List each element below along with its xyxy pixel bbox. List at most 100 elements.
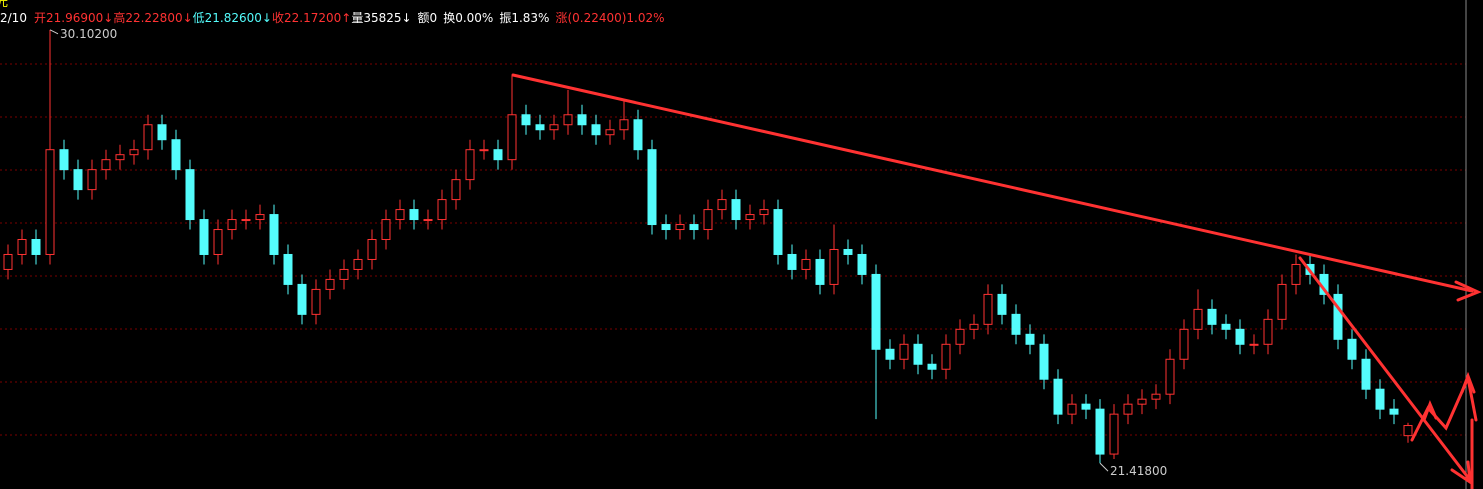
zigzag xyxy=(1410,372,1478,442)
candle-body xyxy=(381,219,391,241)
candle-body xyxy=(591,124,601,136)
candle-body xyxy=(409,209,419,221)
arrow-head xyxy=(1454,280,1482,302)
candle-body xyxy=(1011,313,1021,335)
candle-body xyxy=(633,119,643,151)
candle-body xyxy=(1137,398,1147,405)
candle-body xyxy=(689,224,699,231)
candle-body xyxy=(605,129,615,136)
arrow-head xyxy=(1460,371,1476,394)
trend-line xyxy=(511,73,1474,293)
candle-body xyxy=(731,199,741,221)
header-item: 换0.00% xyxy=(443,11,493,25)
candle-body xyxy=(479,149,489,152)
candle-body xyxy=(997,293,1007,315)
candle-body xyxy=(1053,378,1063,415)
candle-body xyxy=(1291,263,1301,285)
candle-body xyxy=(1347,338,1357,360)
candle-body xyxy=(857,253,867,275)
candle-body xyxy=(283,253,293,285)
candle-body xyxy=(493,149,503,161)
header-item: 开21.96900↓ xyxy=(34,11,113,25)
candle-body xyxy=(759,209,769,216)
candle-body xyxy=(1333,293,1343,340)
candle-body xyxy=(17,239,27,255)
drawings xyxy=(511,73,1482,489)
candle-body xyxy=(465,149,475,181)
header-item: 量35825↓ xyxy=(351,11,411,25)
candle-body xyxy=(969,323,979,330)
candle-body xyxy=(647,149,657,226)
candle-body xyxy=(1249,343,1259,346)
candle-body xyxy=(871,273,881,350)
header-item: 涨(0.22400)1.02% xyxy=(555,10,664,25)
candle-body xyxy=(521,114,531,126)
candle-body xyxy=(157,124,167,141)
candle-body xyxy=(563,114,573,126)
candle-body xyxy=(297,283,307,315)
candle-body xyxy=(339,268,349,280)
candle-body xyxy=(1207,308,1217,325)
candle-body xyxy=(773,209,783,255)
candle-body xyxy=(353,258,363,270)
candle-body xyxy=(1361,358,1371,390)
candle-body xyxy=(1221,323,1231,330)
header-item: 2/10 xyxy=(0,11,27,25)
header-item: 高22.22800↓ xyxy=(113,10,192,25)
candle-body xyxy=(367,239,377,260)
candle-body xyxy=(311,288,321,315)
candle-body xyxy=(213,229,223,255)
header-item: 收22.17200↑ xyxy=(272,11,351,25)
candle-body xyxy=(535,124,545,131)
header: 元 2/10 开21.96900↓高22.22800↓低21.82600↓收22.1… xyxy=(0,0,665,25)
candle-body xyxy=(45,149,55,255)
candle-body xyxy=(1375,388,1385,410)
candle-body xyxy=(1025,333,1035,345)
candle-body xyxy=(549,124,559,131)
candle-body xyxy=(885,348,895,360)
candle-body xyxy=(829,248,839,285)
candle-body xyxy=(745,214,755,221)
candle-body xyxy=(1193,308,1203,330)
candle-body xyxy=(1081,403,1091,410)
candle-body xyxy=(87,169,97,191)
candle-body xyxy=(129,149,139,156)
annotation-leader xyxy=(1099,462,1109,472)
annotation: 30.10200 xyxy=(60,27,117,41)
candle-body xyxy=(31,239,41,255)
candle-body xyxy=(1067,403,1077,415)
arrow-head xyxy=(1422,399,1438,422)
candle-body xyxy=(227,219,237,231)
header-item: 低21.82600↓ xyxy=(193,11,272,25)
candle-body xyxy=(619,119,629,131)
candle-body xyxy=(717,199,727,211)
candle-body xyxy=(801,258,811,270)
annotation-leader xyxy=(49,29,59,35)
candle-body xyxy=(941,343,951,370)
header-item: 额0 xyxy=(418,11,438,25)
candle-body xyxy=(1179,328,1189,360)
candle-body xyxy=(171,139,181,171)
candle-body xyxy=(73,169,83,191)
candle-body xyxy=(703,209,713,231)
candle-body xyxy=(241,219,251,222)
candle-body xyxy=(661,224,671,231)
arrow-head xyxy=(1450,460,1472,486)
candle-body xyxy=(1095,408,1105,455)
candle-body xyxy=(423,219,433,222)
candle-body xyxy=(59,149,69,171)
annotation: 21.41800 xyxy=(1110,464,1167,478)
candle-body xyxy=(199,219,209,255)
candle-body xyxy=(255,214,265,221)
candle-body xyxy=(675,224,685,231)
candle-body xyxy=(269,214,279,255)
candle-body xyxy=(101,159,111,171)
candle-body xyxy=(1235,328,1245,345)
candle-body xyxy=(3,253,13,270)
candle-body xyxy=(955,328,965,345)
candle-body xyxy=(1039,343,1049,380)
candle-body xyxy=(899,343,909,360)
candle-body xyxy=(115,154,125,161)
candle-body xyxy=(577,114,587,126)
